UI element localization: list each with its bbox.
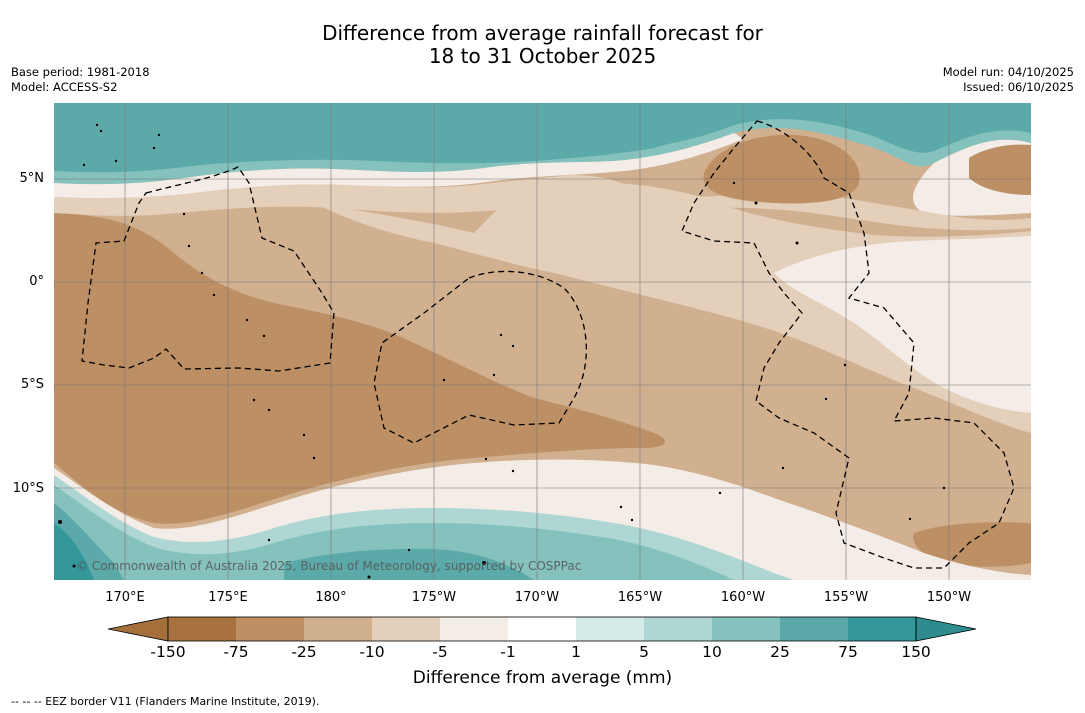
se-dry-patch bbox=[913, 522, 1031, 567]
lon-label-160w: 160°W bbox=[720, 590, 766, 605]
title-line-1: Difference from average rainfall forecas… bbox=[322, 21, 763, 45]
colorbar-swatch bbox=[236, 617, 304, 641]
lon-label-165w: 165°W bbox=[617, 590, 663, 605]
colorbar-swatch bbox=[304, 617, 372, 641]
colorbar-swatch bbox=[712, 617, 780, 641]
colorbar-swatch bbox=[576, 617, 644, 641]
colorbar-tick: 5 bbox=[639, 643, 649, 661]
model-name: Model: ACCESS-S2 bbox=[11, 80, 118, 94]
meta-right: Model run: 04/10/2025 Issued: 06/10/2025 bbox=[943, 65, 1074, 95]
map-canvas bbox=[54, 103, 1031, 580]
title-line-2: 18 to 31 October 2025 bbox=[428, 44, 657, 68]
colorbar-tick: -10 bbox=[359, 643, 385, 661]
sw-wet-75 bbox=[54, 523, 94, 580]
lat-label-5s: 5°S bbox=[20, 377, 44, 392]
lon-label-170w: 170°W bbox=[514, 590, 560, 605]
grid-lines bbox=[54, 103, 1031, 580]
model-run: Model run: 04/10/2025 bbox=[942, 65, 1074, 79]
lon-label-170e: 170°E bbox=[105, 590, 145, 605]
east-neutral bbox=[774, 236, 1031, 413]
north-light-tan bbox=[54, 175, 1031, 231]
north-wet-25b bbox=[54, 103, 914, 169]
lon-label-175w: 175°W bbox=[411, 590, 457, 605]
south-wet-10 bbox=[54, 485, 734, 580]
north-neutral-band bbox=[54, 133, 744, 199]
colorbar bbox=[108, 616, 977, 642]
colorbar-swatch bbox=[644, 617, 712, 641]
issued-date: Issued: 06/10/2025 bbox=[963, 80, 1074, 94]
lon-label-180: 180° bbox=[315, 590, 347, 605]
colorbar-tick: -1 bbox=[500, 643, 516, 661]
ne-dry-patch bbox=[703, 134, 860, 204]
colorbar-arrow-low bbox=[108, 616, 169, 642]
eez-kiribati-gilbert bbox=[81, 166, 335, 372]
eez-legend-note: -- -- -- EEZ border V11 (Flanders Marine… bbox=[11, 695, 320, 708]
lon-label-155w: 155°W bbox=[823, 590, 869, 605]
colorbar-swatch bbox=[508, 617, 576, 641]
lat-label-0: 0° bbox=[29, 274, 44, 289]
colorbar-swatch bbox=[372, 617, 440, 641]
colorbar-tick: -150 bbox=[150, 643, 186, 661]
base-period: Base period: 1981-2018 bbox=[11, 65, 150, 79]
colorbar-swatch bbox=[168, 617, 236, 641]
eez-kiribati-line bbox=[681, 120, 1015, 569]
colorbar-tick: 1 bbox=[571, 643, 581, 661]
center-light-tan bbox=[314, 182, 1031, 433]
colorbar-swatch bbox=[440, 617, 508, 641]
lat-label-10s: 10°S bbox=[12, 481, 44, 496]
colorbar-tick: 150 bbox=[901, 643, 931, 661]
eez-kiribati-phoenix bbox=[373, 270, 587, 444]
colorbar-tick: 75 bbox=[838, 643, 858, 661]
south-wet-25 bbox=[284, 548, 534, 580]
meta-left: Base period: 1981-2018 Model: ACCESS-S2 bbox=[11, 65, 150, 95]
colorbar-label: Difference from average (mm) bbox=[412, 668, 673, 688]
colorbar-swatch bbox=[780, 617, 848, 641]
colorbar-tick: -25 bbox=[291, 643, 317, 661]
colorbar-swatch bbox=[848, 617, 916, 641]
island-markers bbox=[58, 123, 946, 579]
copyright-notice: © Commonwealth of Australia 2025, Bureau… bbox=[76, 559, 582, 573]
rainfall-map bbox=[54, 103, 1031, 580]
lat-label-5n: 5°N bbox=[19, 171, 45, 186]
lon-label-175e: 175°E bbox=[208, 590, 248, 605]
colorbar-tick: -5 bbox=[432, 643, 448, 661]
main-dry-band bbox=[54, 213, 665, 524]
far-ne-dry-patch bbox=[969, 144, 1031, 195]
colorbar-tick: -75 bbox=[223, 643, 249, 661]
lon-label-150w: 150°W bbox=[926, 590, 972, 605]
colorbar-outline bbox=[167, 616, 917, 642]
eez-borders bbox=[81, 120, 1015, 569]
colorbar-tick: 10 bbox=[702, 643, 722, 661]
colorbar-tick: 25 bbox=[770, 643, 790, 661]
colorbar-arrow-high bbox=[915, 616, 977, 642]
